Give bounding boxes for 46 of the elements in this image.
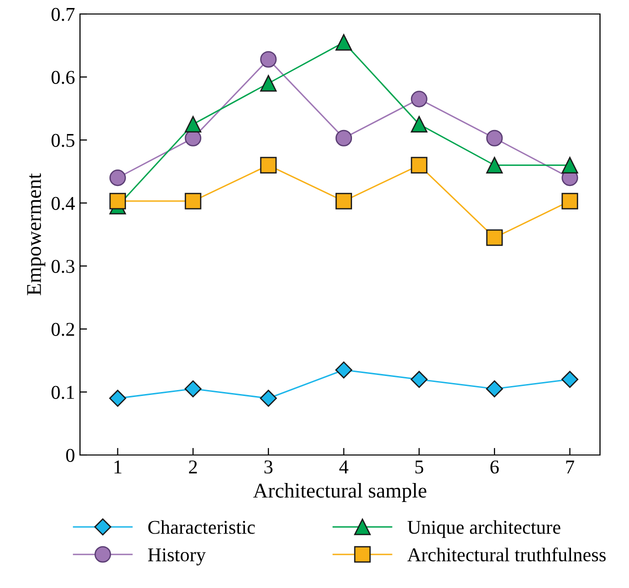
point <box>260 51 277 68</box>
y-tick-label: 0.5 <box>52 134 74 148</box>
point <box>184 192 202 210</box>
legend-label: Architectural truthfulness <box>407 548 606 562</box>
x-tick-label: 4 <box>339 460 348 474</box>
point <box>562 156 578 174</box>
y-tick-label: 0.3 <box>52 260 74 274</box>
x-tick-label: 3 <box>264 460 273 474</box>
point <box>184 380 202 398</box>
y-tick-label: 0.2 <box>52 322 74 336</box>
point <box>486 156 503 174</box>
y-tick-label: 0.4 <box>52 196 75 210</box>
point <box>410 156 428 174</box>
y-tick-label: 0.7 <box>52 8 75 22</box>
point <box>561 370 578 388</box>
point <box>410 370 428 388</box>
point <box>486 229 503 246</box>
x-tick-label: 7 <box>566 460 574 474</box>
point <box>109 170 126 186</box>
legend-label: History <box>148 548 206 566</box>
y-tick-label: 0 <box>66 448 74 462</box>
point <box>109 192 126 210</box>
point <box>336 192 352 210</box>
point <box>260 75 277 92</box>
point <box>410 90 428 108</box>
point <box>486 130 503 146</box>
point <box>562 192 578 210</box>
point <box>410 116 428 133</box>
x-axis-title: Architectural sample <box>253 483 426 502</box>
point <box>260 390 277 407</box>
point <box>336 34 352 51</box>
y-tick-label: 0.6 <box>52 70 75 84</box>
x-tick-label: 6 <box>490 460 499 474</box>
point <box>260 156 277 174</box>
x-tick-label: 2 <box>189 460 197 474</box>
point <box>184 116 202 133</box>
x-tick-label: 1 <box>114 460 122 474</box>
legend-label: Unique architecture <box>408 520 560 538</box>
legend-label: Characteristic <box>148 520 255 534</box>
y-tick-label: 0.1 <box>52 386 74 400</box>
y-axis-title: Empowerment <box>27 173 46 296</box>
point <box>336 130 352 146</box>
point <box>335 361 352 378</box>
x-tick-label: 5 <box>415 460 424 474</box>
point <box>109 390 126 407</box>
point <box>486 380 503 398</box>
